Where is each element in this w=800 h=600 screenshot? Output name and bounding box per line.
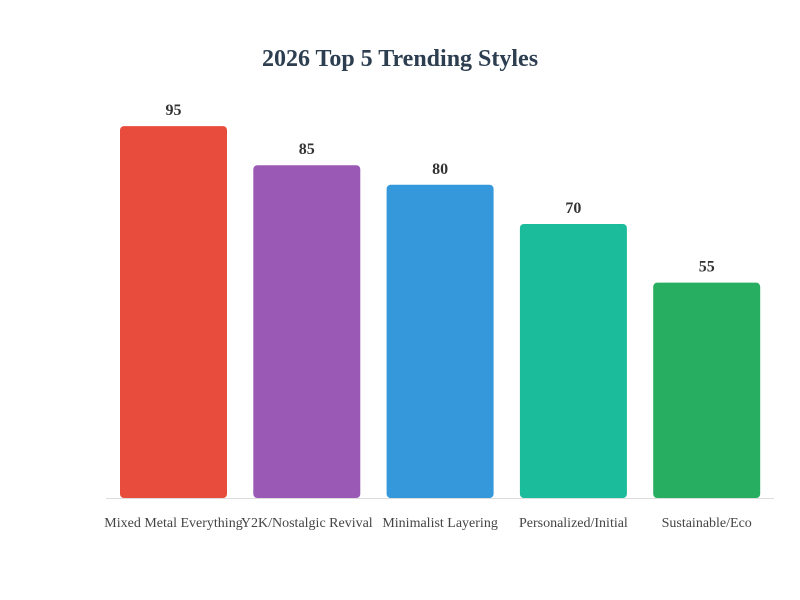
x-tick-label: Personalized/Initial xyxy=(519,516,628,531)
bar-value-label: 80 xyxy=(432,161,448,178)
bar xyxy=(386,184,494,499)
x-tick-label: Sustainable/Eco xyxy=(662,516,752,531)
bar xyxy=(519,223,627,498)
bar xyxy=(120,126,227,498)
bar-value-label: 95 xyxy=(166,102,182,119)
chart-title: 2026 Top 5 Trending Styles xyxy=(262,46,538,72)
value-labels-layer: 95 85 80 70 55 xyxy=(166,102,715,276)
bar xyxy=(653,282,761,498)
bars-layer xyxy=(120,126,761,499)
x-tick-label: Minimalist Layering xyxy=(382,516,497,531)
bar-value-label: 55 xyxy=(699,259,715,276)
bar-value-label: 85 xyxy=(299,141,315,158)
bar-value-label: 70 xyxy=(565,200,581,217)
x-tick-label: Y2K/Nostalgic Revival xyxy=(241,516,373,531)
x-tick-label: Mixed Metal Everything xyxy=(104,516,242,531)
bar xyxy=(253,165,361,498)
